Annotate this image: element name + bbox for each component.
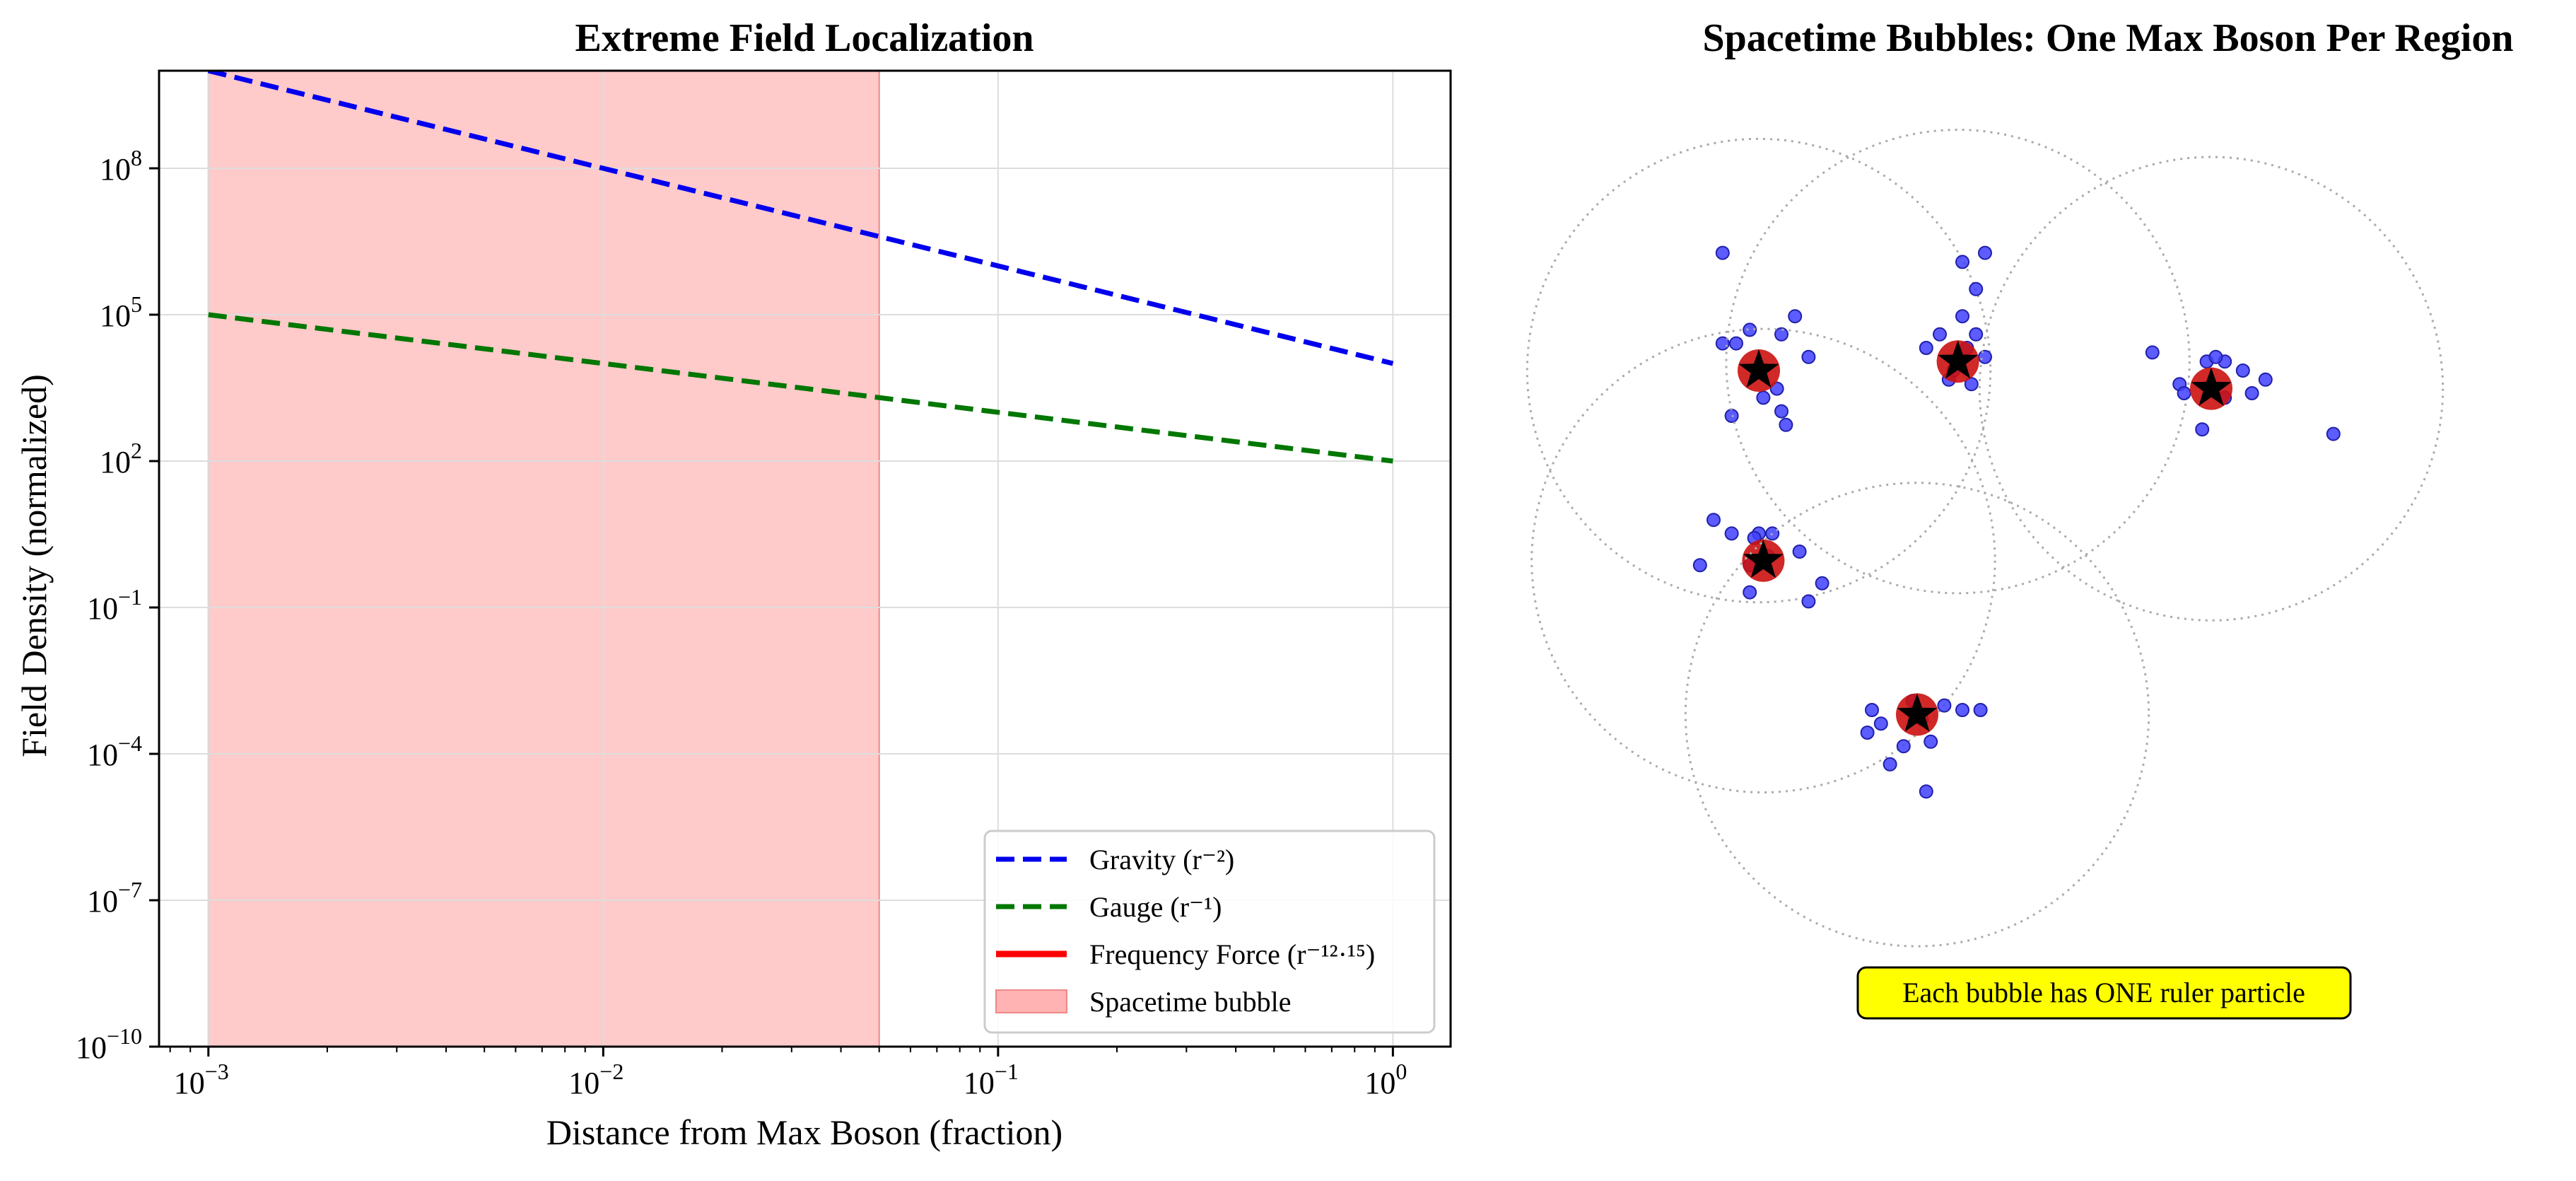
particle [1973,703,1988,717]
bubble-scatter [1526,129,2445,948]
particle [1729,336,1743,351]
y-tick-label: 105 [100,291,142,333]
legend-swatch [995,989,1067,1013]
particle [1883,757,1897,772]
spacetime-bubble [1725,129,2191,595]
legend-label: Spacetime bubble [1089,986,1291,1018]
left-chart-title: Extreme Field Localization [575,16,1034,60]
legend: Gravity (r⁻²) Gauge (r⁻¹) Frequency Force … [983,830,1436,1034]
x-tick-label: 10−1 [964,1059,1019,1100]
particle [1792,545,1807,559]
particle [1924,734,1938,749]
particle [1955,309,1969,324]
particle [1706,513,1721,528]
x-axis-label: Distance from Max Boson (fraction) [546,1112,1062,1152]
series-line [208,312,1393,464]
particle [1743,322,1757,337]
spacetime-bubble [1526,137,1992,604]
series-line [207,71,1394,366]
legend-label: Gravity (r⁻²) [1089,844,1234,875]
particle [1955,255,1969,269]
particle [1955,703,1969,717]
particle [1978,349,1992,364]
particle [1919,784,1933,799]
particle [1969,281,1984,296]
particle [1896,739,1911,754]
y-axis-label: Field Density (normalized) [14,374,54,757]
particle [2145,345,2160,360]
plot-content [159,71,1451,1047]
ruler-star [1738,349,1779,388]
y-tick-label: 10−1 [87,584,142,626]
particle [1715,245,1730,260]
particle [1756,390,1771,405]
particle [2258,372,2273,387]
particle [1774,327,1788,342]
particle [1743,585,1757,600]
ruler-star [1897,693,1938,732]
particle [1919,341,1933,355]
particle [1978,245,1992,260]
left-plot-area: 10−3 10−2 10−1 100 108 105 102 10−1 10−4 10−7 10−1… [76,69,1452,1100]
legend-label: Gauge (r⁻¹) [1089,891,1222,923]
particle [1774,404,1788,419]
particle [2235,363,2250,378]
particle [2177,386,2191,400]
ruler-star [1743,539,1784,578]
plot-frame [158,69,1452,1048]
particle [1788,309,1803,324]
ruler-star [2191,367,2232,406]
particle [1724,526,1739,541]
annotation-text: Each bubble has ONE ruler particle [1902,977,2305,1008]
particle [1692,558,1707,573]
x-tick-label: 10−3 [174,1059,229,1100]
particle [1937,698,1952,713]
particle [1860,726,1875,740]
particle [1801,349,1816,364]
y-tick-label: 108 [100,145,142,187]
legend-label: Frequency Force (r⁻¹²·¹⁵) [1089,938,1375,970]
particle [1933,327,1947,342]
y-tick-label: 102 [100,438,142,479]
particle [2195,422,2210,437]
y-tick-label: 10−4 [87,731,142,772]
spacetime-bubble [1684,482,2150,948]
spacetime-bubble-region [207,71,880,1047]
particle [2244,386,2259,400]
particle [1873,716,1888,731]
y-tick-label: 10−10 [76,1023,142,1065]
legend-box [983,830,1436,1034]
ruler-star [1938,340,1979,379]
particle [1865,703,1879,717]
particle [1779,417,1793,432]
particle [1801,594,1816,609]
spacetime-bubble [1978,156,2445,622]
right-chart-title: Spacetime Bubbles: One Max Boson Per Reg… [1703,16,2514,60]
annotation-box [1856,966,2352,1020]
x-tick-label: 100 [1364,1059,1407,1100]
y-tick-label: 10−7 [87,877,142,919]
x-tick-label: 10−2 [568,1059,623,1100]
particle [1815,576,1829,590]
particle [1969,327,1984,342]
particle [2208,349,2223,364]
particle [2326,426,2341,441]
